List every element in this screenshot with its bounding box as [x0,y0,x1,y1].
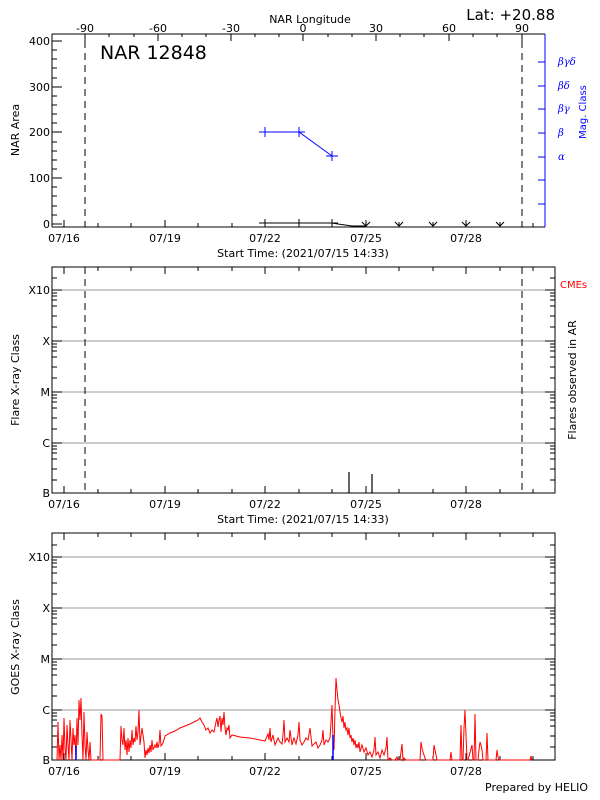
svg-text:α: α [558,152,565,163]
svg-text:B: B [42,754,50,767]
svg-text:07/16: 07/16 [48,498,80,511]
y-tick-labels: B C M X X10 [28,551,50,767]
top-ticks [84,34,523,41]
x-axis-label: Start Time: (2021/07/15 14:33) [217,513,389,526]
magclass-series [259,127,338,161]
cmes-legend: CMEs [560,280,587,291]
magclass-tick-labels: βγδ βδ βγ β α [557,57,576,163]
svg-text:07/22: 07/22 [249,232,281,245]
y-axis-label: Flare X-ray Class [9,334,22,426]
svg-text:βδ: βδ [557,81,570,92]
svg-text:30: 30 [369,22,383,35]
goes-flare-markers [75,735,334,760]
svg-text:M: M [41,386,51,399]
svg-text:07/19: 07/19 [149,765,181,778]
svg-text:90: 90 [515,22,529,35]
magclass-axis-label: Mag. Class [578,85,589,139]
magclass-ticks [538,61,545,205]
y-ticks [52,40,62,225]
svg-text:100: 100 [29,172,50,185]
svg-text:C: C [42,704,50,717]
svg-text:0: 0 [300,22,307,35]
svg-text:07/25: 07/25 [350,765,382,778]
svg-text:C: C [42,437,50,450]
svg-text:β: β [557,128,564,139]
svg-text:βγ: βγ [557,104,570,115]
x-tick-labels: 07/16 07/19 07/22 07/25 07/28 [48,498,482,511]
svg-text:07/25: 07/25 [350,498,382,511]
svg-text:400: 400 [29,35,50,48]
area-series [259,219,505,227]
svg-text:βγδ: βγδ [557,57,576,68]
svg-text:-30: -30 [222,22,240,35]
svg-text:07/28: 07/28 [450,765,482,778]
panel-flares: B C M X X10 Flare X-ray Class Flares obs… [9,266,587,526]
y-tick-labels: B C M X X10 [28,284,50,500]
y-axis-label: NAR Area [9,104,22,156]
y-ticks [52,544,555,748]
plot-frame [51,266,556,494]
x-tick-labels: 07/16 07/19 07/22 07/25 07/28 [48,765,482,778]
svg-text:M: M [41,653,51,666]
svg-text:07/22: 07/22 [249,498,281,511]
y-ticks [52,277,555,481]
panel-goes: B C M X X10 GOES X-ray Class 07/16 07/19… [9,532,556,778]
right-axis-label: Flares observed in AR [566,320,579,440]
svg-text:X: X [42,602,50,615]
y-tick-labels: 0 100 200 300 400 [29,35,50,231]
svg-text:60: 60 [442,22,456,35]
svg-text:300: 300 [29,81,50,94]
svg-text:07/28: 07/28 [450,232,482,245]
plot-frame [51,532,556,761]
grid-lines [62,289,555,444]
svg-text:X10: X10 [28,551,50,564]
x-tick-labels: 07/16 07/19 07/22 07/25 07/28 [48,232,482,245]
svg-text:-90: -90 [76,22,94,35]
goes-flux-series [56,677,533,762]
svg-text:B: B [42,487,50,500]
svg-text:07/19: 07/19 [149,232,181,245]
credit-label: Prepared by HELIO [485,781,588,794]
svg-text:07/28: 07/28 [450,498,482,511]
svg-text:-60: -60 [149,22,167,35]
x-ticks [63,533,534,760]
region-title: NAR 12848 [100,42,207,64]
svg-text:07/19: 07/19 [149,498,181,511]
svg-text:X: X [42,335,50,348]
latitude-label: Lat: +20.88 [466,6,555,24]
flare-events [348,472,373,493]
grid-lines [62,556,555,711]
svg-text:07/16: 07/16 [48,232,80,245]
svg-text:07/16: 07/16 [48,765,80,778]
svg-text:07/25: 07/25 [350,232,382,245]
svg-text:X10: X10 [28,284,50,297]
y-axis-label: GOES X-ray Class [9,599,22,695]
svg-text:200: 200 [29,126,50,139]
x-axis-label: Start Time: (2021/07/15 14:33) [217,247,389,260]
top-axis-title: NAR Longitude [269,13,351,26]
svg-text:0: 0 [43,218,50,231]
panel-nar-area: NAR Longitude Lat: +20.88 NAR 12848 -90 … [9,6,589,260]
x-ticks [63,267,534,493]
svg-text:07/22: 07/22 [249,765,281,778]
top-tick-labels: -90 -60 -30 0 30 60 90 [76,22,529,35]
